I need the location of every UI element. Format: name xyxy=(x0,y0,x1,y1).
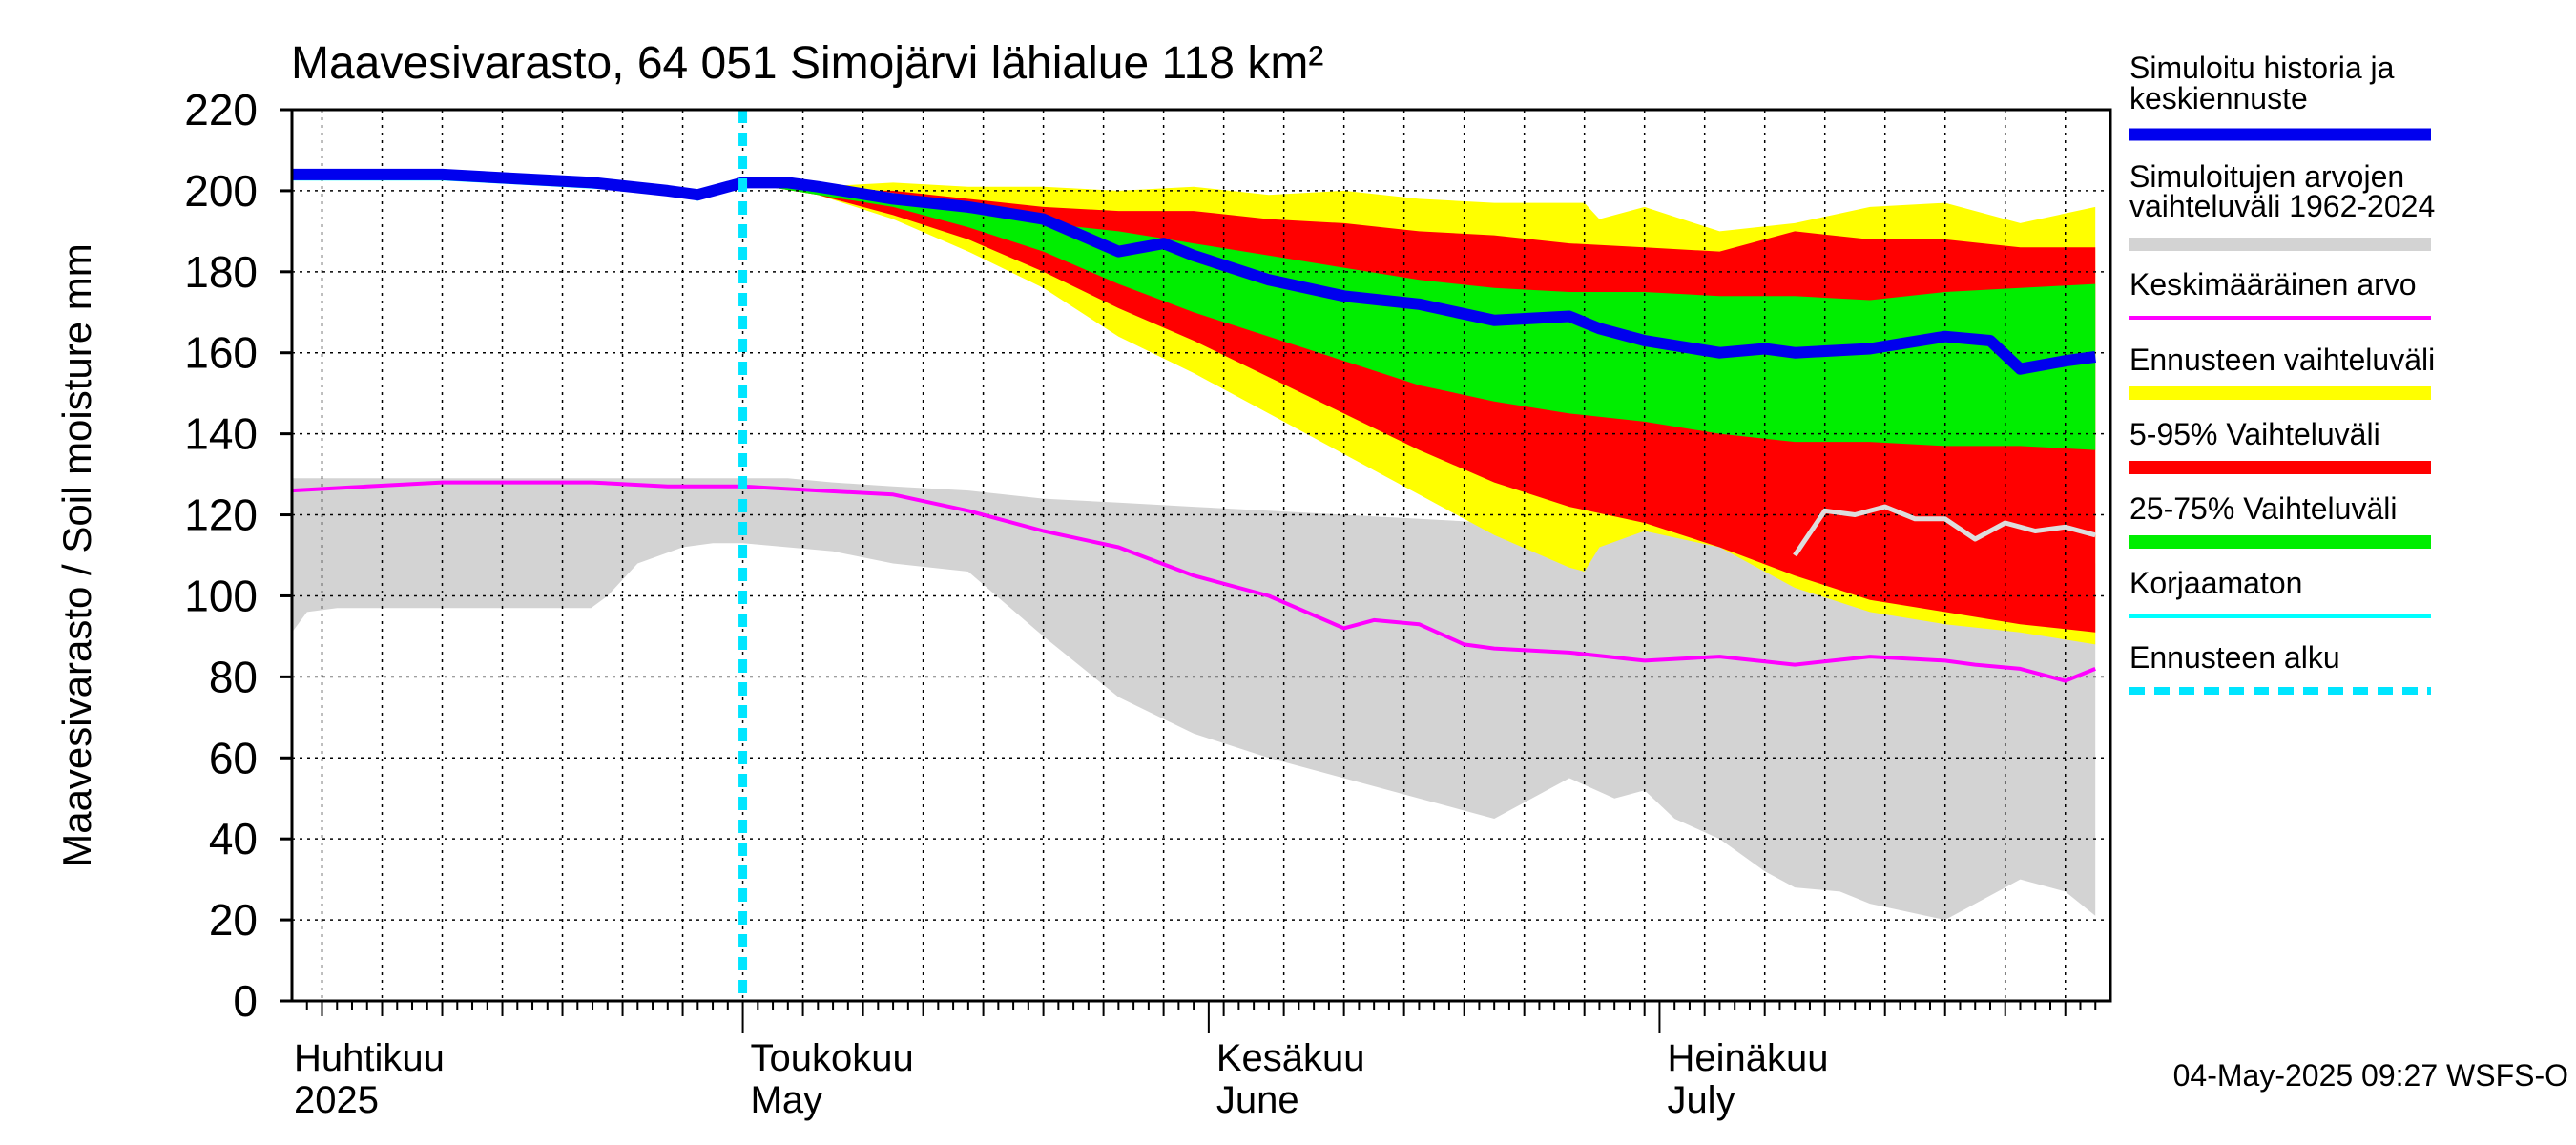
y-tick-label: 180 xyxy=(184,247,258,297)
legend-label: Korjaamaton xyxy=(2129,566,2302,600)
footer-timestamp: 04-May-2025 09:27 WSFS-O xyxy=(2173,1058,2568,1093)
y-tick-label: 60 xyxy=(209,733,258,782)
plot-area xyxy=(290,108,2112,1003)
legend-label: 25-75% Vaihteluväli xyxy=(2129,491,2397,526)
legend-label: Ennusteen alku xyxy=(2129,640,2340,675)
legend-label: Simuloitu historia ja xyxy=(2129,51,2395,85)
month-label-fi: Huhtikuu xyxy=(294,1037,445,1079)
band-25-75 xyxy=(742,182,2096,450)
grid xyxy=(292,109,2110,1001)
legend-label: Ennusteen vaihteluväli xyxy=(2129,343,2435,377)
y-axis-label: Maavesivarasto / Soil moisture mm xyxy=(54,243,99,867)
legend-label: Simuloitujen arvojen xyxy=(2129,159,2404,194)
legend-item: Keskimääräinen arvo xyxy=(2129,267,2431,320)
month-label-en: July xyxy=(1667,1079,1735,1121)
historical-range-band xyxy=(292,478,2096,921)
legend-item: 5-95% Vaihteluväli xyxy=(2129,417,2431,474)
legend-label: 5-95% Vaihteluväli xyxy=(2129,417,2380,451)
y-tick-label: 140 xyxy=(184,409,258,459)
month-label-en: 2025 xyxy=(294,1079,379,1121)
y-tick-label: 0 xyxy=(233,976,258,1026)
y-axis: 0 20 40 60 80 100 120 140 160 180 200 220 xyxy=(184,85,292,1026)
median-forecast-line xyxy=(292,168,2096,375)
uncorrected-forecast-line xyxy=(1793,504,2096,557)
plot-frame xyxy=(290,108,2112,1003)
y-tick-label: 80 xyxy=(209,652,258,701)
y-tick-label: 40 xyxy=(209,814,258,864)
y-tick-label: 120 xyxy=(184,490,258,540)
y-tick-label: 100 xyxy=(184,571,258,620)
legend-item: 25-75% Vaihteluväli xyxy=(2129,491,2431,549)
y-tick-label: 200 xyxy=(184,166,258,216)
y-tick-label: 20 xyxy=(209,895,258,945)
month-label-fi: Heinäkuu xyxy=(1667,1037,1828,1079)
legend-item: Ennusteen vaihteluväli xyxy=(2129,343,2435,400)
band-5-95 xyxy=(742,182,2096,633)
y-tick-label: 160 xyxy=(184,328,258,378)
legend-label: vaihteluväli 1962-2024 xyxy=(2129,189,2435,223)
legend: Simuloitu historia jakeskiennusteSimuloi… xyxy=(2129,51,2435,695)
chart-title: Maavesivarasto, 64 051 Simojärvi lähialu… xyxy=(291,38,1323,89)
mean-line xyxy=(291,480,2096,683)
y-tick-label: 220 xyxy=(184,85,258,135)
legend-label: Keskimääräinen arvo xyxy=(2129,267,2417,302)
legend-label: keskiennuste xyxy=(2129,81,2308,115)
month-label-fi: Toukokuu xyxy=(751,1037,914,1079)
month-label-fi: Kesäkuu xyxy=(1216,1037,1365,1079)
legend-item: Ennusteen alku xyxy=(2129,640,2431,695)
legend-item: Korjaamaton xyxy=(2129,566,2431,618)
month-label-en: May xyxy=(751,1079,823,1121)
month-label-en: June xyxy=(1216,1079,1299,1121)
